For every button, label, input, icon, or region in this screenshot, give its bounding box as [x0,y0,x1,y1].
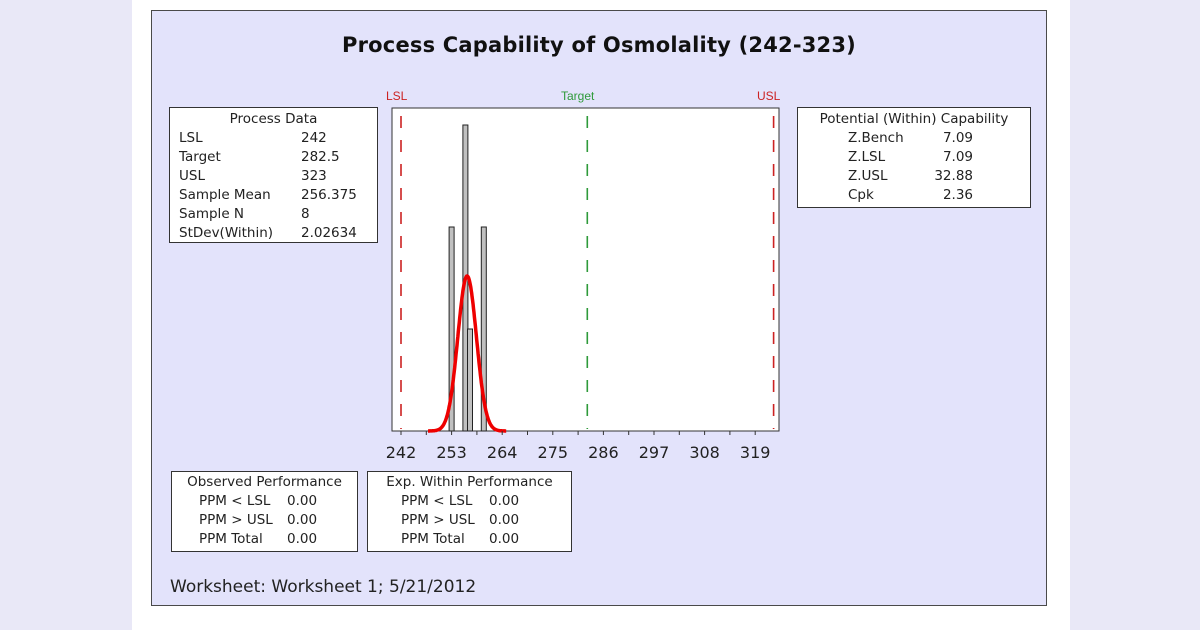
capability-report-frame: Process Capability of Osmolality (242-32… [151,10,1047,606]
x-tick-label: 297 [639,443,670,462]
x-tick-label: 308 [689,443,720,462]
lsl-label: LSL [386,89,408,103]
process-data-row: USL 323 [179,168,327,184]
histogram-bar [467,328,473,432]
target-label: Target [561,89,595,103]
chart-title: Process Capability of Osmolality (242-32… [342,33,856,57]
process-data-box: Process Data LSL 242 Target 282.5 USL 323 S… [169,107,378,243]
capability-row: Z.Bench 7.09 [848,130,973,146]
expected-performance-header: Exp. Within Performance [386,474,553,490]
x-tick-label: 264 [487,443,518,462]
plot-area [391,107,780,432]
histogram-bar [480,226,487,432]
potential-capability-box: Potential (Within) Capability Z.Bench 7.0… [797,107,1031,208]
capability-row: Z.USL 32.88 [848,168,973,184]
performance-row: PPM < LSL 0.00 [401,493,520,509]
performance-row: PPM Total 0.00 [199,531,318,547]
x-tick-label: 286 [588,443,619,462]
performance-row: PPM > USL 0.00 [401,512,520,528]
worksheet-footer: Worksheet: Worksheet 1; 5/21/2012 [170,577,477,597]
capability-row: Z.LSL 7.09 [848,149,973,165]
capability-row: Cpk 2.36 [848,187,973,203]
expected-within-performance-box: Exp. Within Performance PPM < LSL 0.00 PP… [367,471,572,552]
normal-fit-curve [428,274,507,433]
usl-label: USL [757,89,781,103]
process-data-header: Process Data [229,111,318,127]
process-data-row: Target 282.5 [179,149,340,165]
x-tick-label: 253 [436,443,467,462]
process-data-row: StDev(Within) 2.02634 [179,225,357,241]
performance-row: PPM > USL 0.00 [199,512,318,528]
observed-performance-box: Observed Performance PPM < LSL 0.00 PPM >… [171,471,358,552]
performance-row: PPM < LSL 0.00 [199,493,318,509]
observed-performance-header: Observed Performance [187,474,342,490]
x-tick-label: 275 [538,443,569,462]
process-data-row: LSL 242 [179,130,327,146]
process-data-row: Sample Mean 256.375 [179,187,357,203]
potential-capability-header: Potential (Within) Capability [819,111,1009,127]
histogram-plot: 242 253 264 275 286 297 308 319 [386,107,780,462]
performance-row: PPM Total 0.00 [401,531,520,547]
x-tick-label: 242 [386,443,417,462]
x-tick-label: 319 [740,443,771,462]
